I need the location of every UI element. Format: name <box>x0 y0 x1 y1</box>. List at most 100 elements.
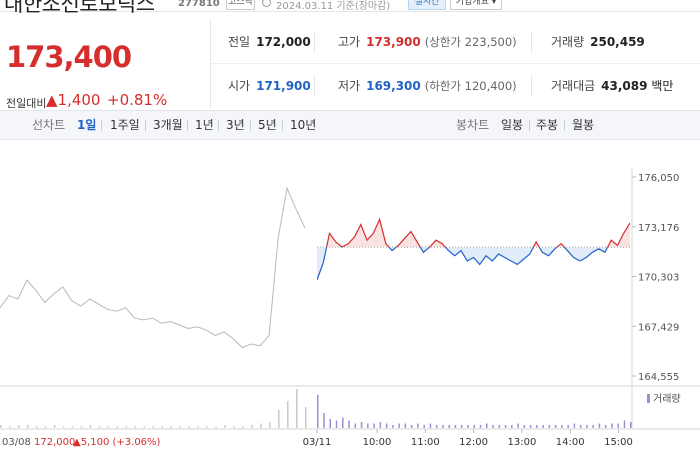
prev-volume-bar <box>143 426 146 428</box>
upper-limit: (상한가 223,500) <box>424 35 517 49</box>
today-volume-bar <box>579 425 582 428</box>
today-volume-bar <box>398 423 400 428</box>
tab-line-chart[interactable]: 선차트 <box>32 118 66 132</box>
prev-volume-bar <box>26 425 29 428</box>
today-volume-bar <box>523 425 526 428</box>
high-value: 173,900 <box>366 35 421 49</box>
today-volume-bar <box>517 423 519 428</box>
prev-volume-bar <box>296 389 298 428</box>
x-tick-label: 15:00 <box>604 437 633 448</box>
today-volume-bar <box>354 423 357 428</box>
today-volume-bar <box>323 413 325 428</box>
x-tick-label: 10:00 <box>363 437 392 448</box>
open-cell: 시가 171,900 <box>228 79 311 93</box>
tab-3y[interactable]: 3년 <box>226 118 245 132</box>
today-volume-bar <box>561 425 563 428</box>
company-overview-dropdown[interactable]: 기업개요 ▾ <box>450 0 502 10</box>
low-value: 169,300 <box>366 79 421 93</box>
tab-3m[interactable]: 3개월 <box>153 118 183 132</box>
tab-5y[interactable]: 5년 <box>258 118 277 132</box>
prev-volume-bar <box>278 410 280 428</box>
up-area-fill <box>317 219 630 248</box>
today-volume-bar <box>360 422 363 428</box>
tab-candle-chart[interactable]: 봉차트 <box>456 118 490 132</box>
today-volume-bar <box>542 425 544 428</box>
today-volume-bar <box>529 425 532 428</box>
intraday-chart: 176,050 173,176 170,303 167,429 164,555 거래량 03… <box>0 141 700 450</box>
today-volume-bar <box>335 420 338 428</box>
amount-cell: 거래대금 43,089 백만 <box>551 79 674 93</box>
x-tick-label: 14:00 <box>556 437 585 448</box>
prev-day-close: 172,000 <box>34 437 75 448</box>
volume-legend-swatch <box>647 394 650 403</box>
x-tick-label: 03/11 <box>303 437 332 448</box>
prev-volume-bar <box>287 401 289 428</box>
y-tick-label: 176,050 <box>638 173 679 184</box>
tab-weekly[interactable]: 주봉 <box>536 118 559 132</box>
prev-volume-bar <box>71 426 74 428</box>
today-volume-bar <box>630 422 632 428</box>
market-badge: 코스닥 <box>226 0 255 10</box>
today-volume-bar <box>373 423 375 428</box>
prev-volume-bar <box>8 426 11 428</box>
today-volume-bar <box>442 425 444 428</box>
prev-volume-bar <box>35 426 38 428</box>
prev-day-line <box>0 186 306 349</box>
today-volume-bar <box>504 425 507 428</box>
info-row: 전일 172,000 고가 173,900 (상한가 223,500) 거래량 250,… <box>211 20 700 64</box>
chart-svg: 176,050 173,176 170,303 167,429 164,555 거래량 03… <box>0 167 700 448</box>
y-tick-label: 164,555 <box>638 372 679 383</box>
x-tick-label: 13:00 <box>507 437 536 448</box>
high-cell: 고가 173,900 (상한가 223,500) <box>338 35 517 49</box>
stock-header: 대한조선로보틱스 277810 코스닥 2024.03.11 기준(장마감) 실… <box>0 0 700 16</box>
today-volume-bar <box>417 423 419 428</box>
today-volume-bar <box>492 425 494 428</box>
prev-volume-bar <box>0 425 2 428</box>
tab-1w[interactable]: 1주일 <box>110 118 140 132</box>
today-volume-bar <box>429 423 432 428</box>
today-volume-bar <box>548 425 551 428</box>
today-volume-bar <box>404 423 407 428</box>
as-of-date: 2024.03.11 기준(장마감) <box>276 1 391 12</box>
tab-1d[interactable]: 1일 <box>77 118 97 132</box>
tab-monthly[interactable]: 월봉 <box>572 118 595 132</box>
today-volume-bar <box>573 423 576 428</box>
tab-10y[interactable]: 10년 <box>290 118 317 132</box>
today-volume-bar <box>460 425 463 428</box>
today-volume-bar <box>479 425 482 428</box>
today-volume-bar <box>598 423 601 428</box>
today-line-down <box>317 247 609 281</box>
today-volume-bar <box>604 425 607 428</box>
down-area-fill <box>317 247 630 281</box>
realtime-button[interactable]: 실시간 <box>408 0 446 10</box>
prev-day-change: ▲5,100 (+3.06%) <box>73 437 161 448</box>
today-volume-bar <box>454 425 457 428</box>
today-volume-bar <box>486 423 488 428</box>
prev-volume-bar <box>98 426 101 428</box>
volume-legend-label: 거래량 <box>653 393 681 405</box>
today-volume-bar <box>498 425 501 428</box>
today-volume-bar <box>385 423 388 428</box>
amount-unit: 백만 <box>651 79 674 93</box>
today-volume-bar <box>511 425 513 428</box>
today-volume-bar <box>329 419 332 428</box>
prev-volume-bar <box>179 426 181 428</box>
prev-volume-bar <box>215 426 217 428</box>
today-volume-bar <box>348 420 350 428</box>
tab-daily[interactable]: 일봉 <box>501 118 524 132</box>
tab-1y[interactable]: 1년 <box>195 118 214 132</box>
y-tick-label: 173,176 <box>638 223 679 234</box>
today-volume-bar <box>567 425 569 428</box>
prev-volume-bar <box>251 425 253 428</box>
prev-volume-bar <box>125 426 128 428</box>
y-tick-label: 170,303 <box>638 273 679 284</box>
prev-volume-bar <box>305 407 307 428</box>
prev-volume-bar <box>80 426 83 428</box>
open-value: 171,900 <box>256 79 311 93</box>
today-volume-bar <box>473 425 475 428</box>
clock-icon <box>262 0 271 7</box>
prev-volume-bar <box>116 426 119 428</box>
prev-volume-bar <box>197 426 199 428</box>
info-row: 시가 171,900 저가 169,300 (하한가 120,400) 거래대금 43,… <box>211 64 700 108</box>
